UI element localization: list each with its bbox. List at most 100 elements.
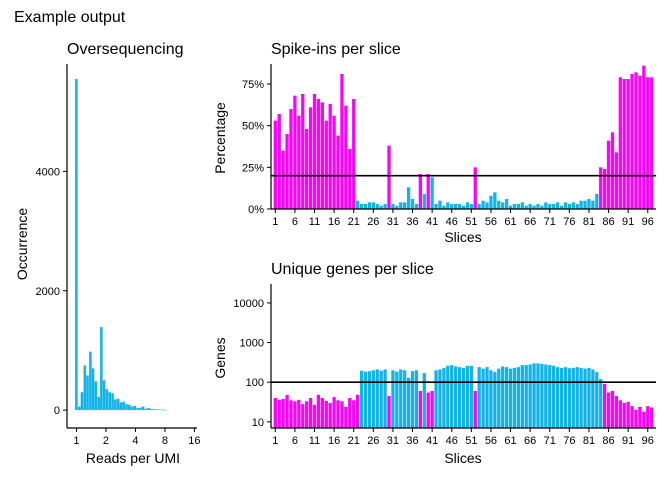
spike-ins-x-tick-label: 91: [622, 216, 634, 228]
unique-genes-bar: [446, 365, 450, 428]
spike-ins-bar: [305, 129, 309, 209]
spike-ins-bar: [571, 202, 575, 209]
unique-genes-bar: [634, 409, 638, 428]
unique-genes-bar: [414, 370, 419, 428]
spike-ins-bar: [552, 204, 556, 209]
spike-ins-y-tick-label: 25%: [242, 162, 264, 174]
unique-genes-bar: [406, 377, 411, 428]
unique-genes-y-tick-label: 100: [246, 377, 264, 389]
unique-genes-bar: [638, 406, 642, 428]
spike-ins-bar: [352, 99, 356, 209]
unique-genes-bar: [324, 400, 328, 428]
spike-ins-bar: [363, 204, 368, 209]
spike-ins-bar: [555, 202, 560, 209]
spike-ins-bar: [650, 77, 654, 209]
oversequencing-bar: [83, 365, 87, 411]
spike-ins-bar: [403, 202, 407, 209]
unique-genes-bar: [481, 368, 485, 428]
spike-ins-bar: [567, 204, 572, 209]
unique-genes-bar: [606, 392, 611, 428]
spike-ins-bar: [312, 94, 317, 209]
unique-genes-bar: [552, 365, 556, 428]
spike-ins-bar: [434, 204, 438, 209]
unique-genes-bar: [540, 363, 544, 428]
unique-genes-bar: [277, 399, 281, 428]
unique-genes-xlabel: Slices: [444, 450, 481, 466]
oversequencing-bar: [133, 405, 137, 411]
unique-genes-bar: [418, 391, 423, 428]
spike-ins-bar: [430, 177, 434, 209]
spike-ins-bar: [320, 102, 325, 209]
spike-ins-bar: [508, 205, 513, 209]
unique-genes-x-tick-label: 16: [328, 435, 340, 447]
spike-ins-x-tick-label: 96: [642, 216, 654, 228]
spike-ins-bar: [446, 202, 450, 209]
oversequencing-bar: [111, 393, 114, 411]
unique-genes-bar: [579, 367, 583, 428]
oversequencing-bar: [161, 409, 164, 411]
unique-genes-x-tick-label: 66: [524, 435, 536, 447]
spike-ins-bar: [606, 140, 611, 209]
spike-ins-bar: [618, 77, 622, 209]
unique-genes-bar: [297, 399, 301, 428]
unique-genes-bar: [379, 370, 383, 428]
spike-ins-bar: [395, 205, 399, 209]
spike-ins-bar: [399, 202, 403, 209]
spike-ins-bar: [524, 205, 528, 209]
unique-genes-bar: [489, 370, 493, 428]
spike-ins-bar: [634, 72, 638, 209]
unique-genes-bar: [301, 404, 305, 428]
unique-genes-bar: [285, 394, 289, 428]
unique-genes-bar: [363, 371, 368, 428]
spike-ins-x-tick-label: 16: [328, 216, 340, 228]
spike-ins-bar: [324, 120, 328, 209]
spike-ins-bar: [336, 135, 340, 209]
oversequencing-bar: [100, 327, 103, 411]
unique-genes-x-tick-label: 96: [642, 435, 654, 447]
oversequencing-bar: [86, 375, 89, 411]
spike-ins-bar: [614, 152, 619, 209]
unique-genes-bar: [383, 369, 387, 428]
spike-ins-bar: [469, 204, 473, 209]
oversequencing-bar: [122, 401, 125, 411]
oversequencing-bar: [136, 408, 139, 411]
oversequencing-bar: [130, 406, 134, 411]
unique-genes-y-tick-label: 1000: [240, 338, 264, 350]
spike-ins-bar: [281, 150, 285, 209]
spike-ins-bar: [316, 99, 321, 209]
unique-genes-x-tick-label: 81: [583, 435, 595, 447]
unique-genes-bar: [548, 365, 552, 428]
unique-genes-bars: [273, 363, 654, 428]
oversequencing-bar: [158, 409, 162, 411]
spike-ins-bar: [536, 204, 540, 209]
spike-ins-bar: [410, 199, 415, 209]
spike-ins-bar: [481, 200, 485, 209]
spike-ins-x-tick-label: 61: [504, 216, 516, 228]
unique-genes-bar: [293, 401, 297, 428]
spike-ins-bar: [595, 194, 599, 209]
spike-ins-bar: [367, 202, 372, 209]
unique-genes-bar: [410, 371, 415, 428]
unique-genes-x-tick-label: 36: [406, 435, 418, 447]
spike-ins-bar: [461, 205, 466, 209]
unique-genes-bar: [348, 397, 352, 428]
unique-genes-bar: [622, 402, 626, 428]
unique-genes-bar: [614, 395, 619, 428]
unique-genes-bar: [391, 370, 395, 428]
oversequencing-bar: [91, 368, 95, 411]
unique-genes-bar: [536, 363, 540, 428]
unique-genes-bar: [403, 370, 407, 428]
spike-ins-bar: [638, 75, 642, 210]
unique-genes-bar: [289, 400, 293, 428]
unique-genes-bar: [308, 397, 313, 428]
unique-genes-bar: [450, 365, 454, 428]
unique-genes-bar: [477, 367, 481, 428]
spike-ins-bar: [528, 204, 532, 209]
spike-ins-bar: [532, 205, 536, 209]
unique-genes-bar: [465, 365, 470, 428]
unique-genes-x-tick-label: 31: [387, 435, 399, 447]
spike-ins-x-tick-label: 56: [485, 216, 497, 228]
spike-ins-bar: [285, 134, 289, 209]
unique-genes-bar: [332, 397, 336, 428]
